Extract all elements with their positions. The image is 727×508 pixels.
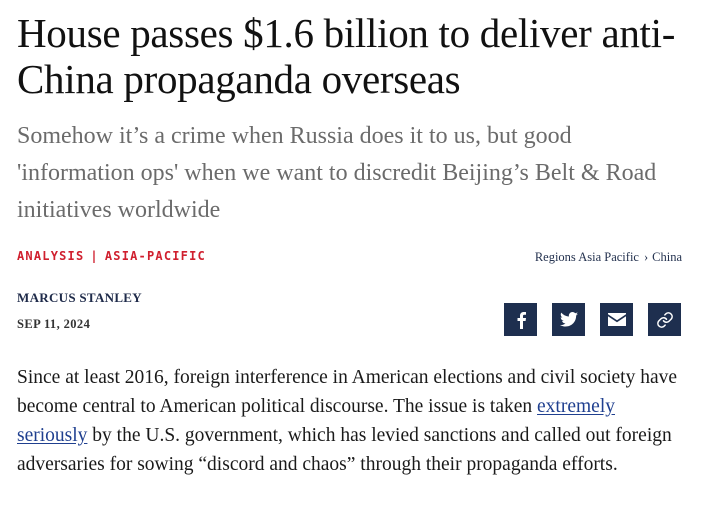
body-text-end: by the U.S. government, which has levied…	[17, 425, 672, 475]
share-twitter-button[interactable]	[552, 303, 585, 336]
article-meta-row: ANALYSIS | ASIA-PACIFIC Regions Asia Pacif…	[17, 249, 682, 269]
email-icon	[607, 313, 626, 326]
author-byline: MARCUS STANLEY	[17, 290, 142, 306]
article-dek: Somehow it’s a crime when Russia does it…	[17, 123, 657, 223]
article: House passes $1.6 billion to deliver ant…	[17, 0, 697, 475]
article-body-paragraph: Since at least 2016, foreign interferenc…	[17, 363, 682, 479]
body-text-start: Since at least 2016, foreign interferenc…	[17, 367, 678, 417]
body-inline-link[interactable]: extremely seriously	[17, 396, 615, 446]
share-email-button[interactable]	[600, 303, 633, 336]
breadcrumb: Regions Asia Pacific › China	[535, 250, 682, 265]
chevron-right-icon: ›	[643, 250, 649, 264]
article-headline: House passes $1.6 billion to deliver ant…	[17, 10, 676, 102]
share-link-button[interactable]	[648, 303, 681, 336]
breadcrumb-region-link[interactable]: Regions Asia Pacific	[534, 250, 639, 264]
facebook-icon	[517, 311, 526, 329]
kicker-type-link[interactable]: ANALYSIS	[17, 249, 85, 263]
publish-date: SEP 11, 2024	[17, 317, 91, 331]
twitter-icon	[559, 312, 578, 327]
kicker-separator: |	[90, 249, 99, 263]
breadcrumb-country-link[interactable]: China	[652, 250, 682, 264]
kicker-section-link[interactable]: ASIA-PACIFIC	[104, 249, 206, 263]
article-kicker: ANALYSIS | ASIA-PACIFIC	[17, 249, 206, 263]
share-facebook-button[interactable]	[504, 303, 537, 336]
author-link[interactable]: MARCUS STANLEY	[17, 290, 142, 305]
link-icon	[656, 311, 673, 328]
